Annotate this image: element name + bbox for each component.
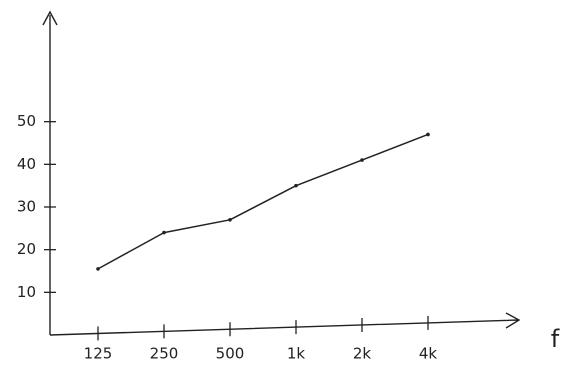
- x-axis-label: f: [551, 325, 560, 353]
- y-tick-label: 30: [17, 198, 36, 216]
- y-axis: [43, 12, 57, 335]
- point: [96, 267, 100, 271]
- point: [294, 184, 298, 188]
- y-tick-label: 10: [17, 283, 36, 301]
- y-tick-label: 20: [17, 240, 36, 258]
- x-tick-label: 500: [216, 345, 245, 363]
- y-tick-label: 50: [17, 112, 36, 130]
- x-axis: [50, 313, 519, 335]
- x-tick-label: 4k: [419, 345, 438, 363]
- x-tick-label: 250: [150, 345, 179, 363]
- x-tick-label: 2k: [353, 345, 372, 363]
- x-tick-label: 1k: [287, 345, 306, 363]
- point: [426, 133, 430, 137]
- chart: f 10 20 30 40 50 125 250 500 1k 2k 4k: [0, 0, 565, 372]
- y-tick-label: 40: [17, 155, 36, 173]
- point: [228, 218, 232, 222]
- x-tick-label: 125: [84, 345, 113, 363]
- point: [162, 231, 166, 235]
- series-line: [98, 134, 428, 268]
- point: [360, 158, 364, 162]
